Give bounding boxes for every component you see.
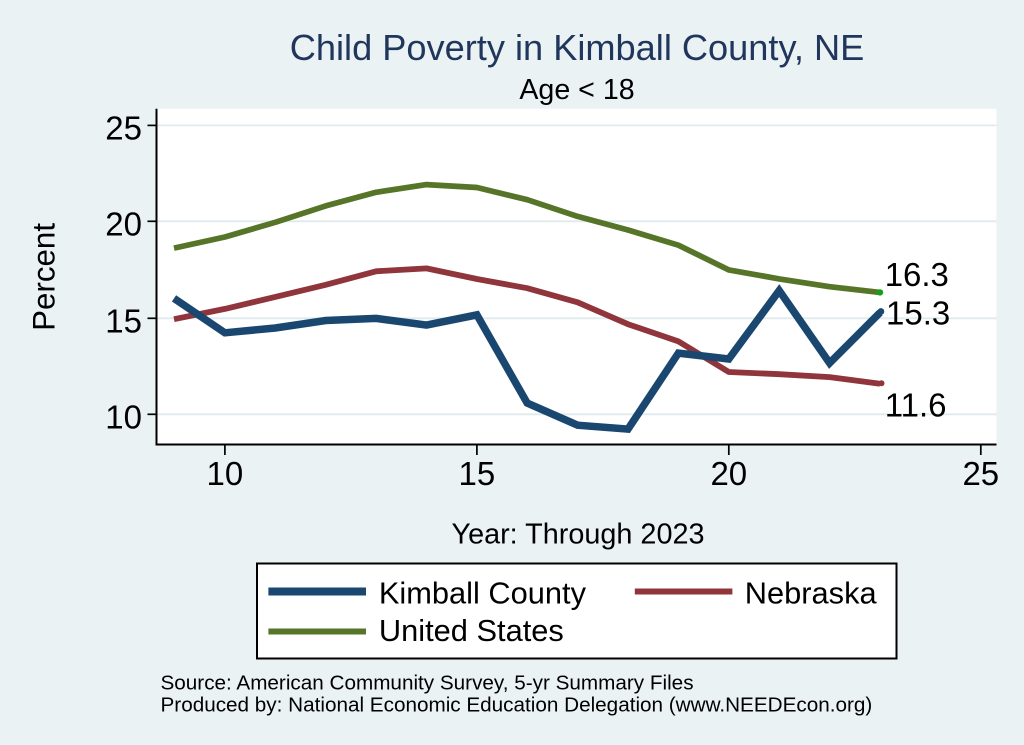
svg-text:Child Poverty in Kimball Count: Child Poverty in Kimball County, NE (290, 27, 865, 68)
svg-text:25: 25 (105, 110, 142, 147)
svg-text:10: 10 (105, 399, 142, 436)
svg-text:Age < 18: Age < 18 (519, 74, 634, 106)
svg-text:Kimball County: Kimball County (379, 576, 587, 611)
svg-text:Year: Through 2023: Year: Through 2023 (452, 519, 705, 551)
svg-text:United States: United States (379, 613, 564, 648)
svg-text:Nebraska: Nebraska (745, 576, 878, 611)
svg-text:25: 25 (962, 455, 999, 492)
svg-text:20: 20 (710, 455, 747, 492)
svg-text:20: 20 (105, 206, 142, 243)
svg-text:Source: American Community Sur: Source: American Community Survey, 5-yr … (161, 671, 694, 694)
svg-text:Produced by: National Economic: Produced by: National Economic Education… (161, 694, 873, 717)
svg-text:Percent: Percent (27, 223, 62, 331)
svg-text:15.3: 15.3 (886, 295, 950, 332)
svg-text:15: 15 (105, 303, 142, 340)
svg-text:10: 10 (207, 455, 244, 492)
svg-text:15: 15 (459, 455, 496, 492)
svg-text:16.3: 16.3 (885, 256, 949, 293)
svg-text:11.6: 11.6 (885, 386, 947, 423)
